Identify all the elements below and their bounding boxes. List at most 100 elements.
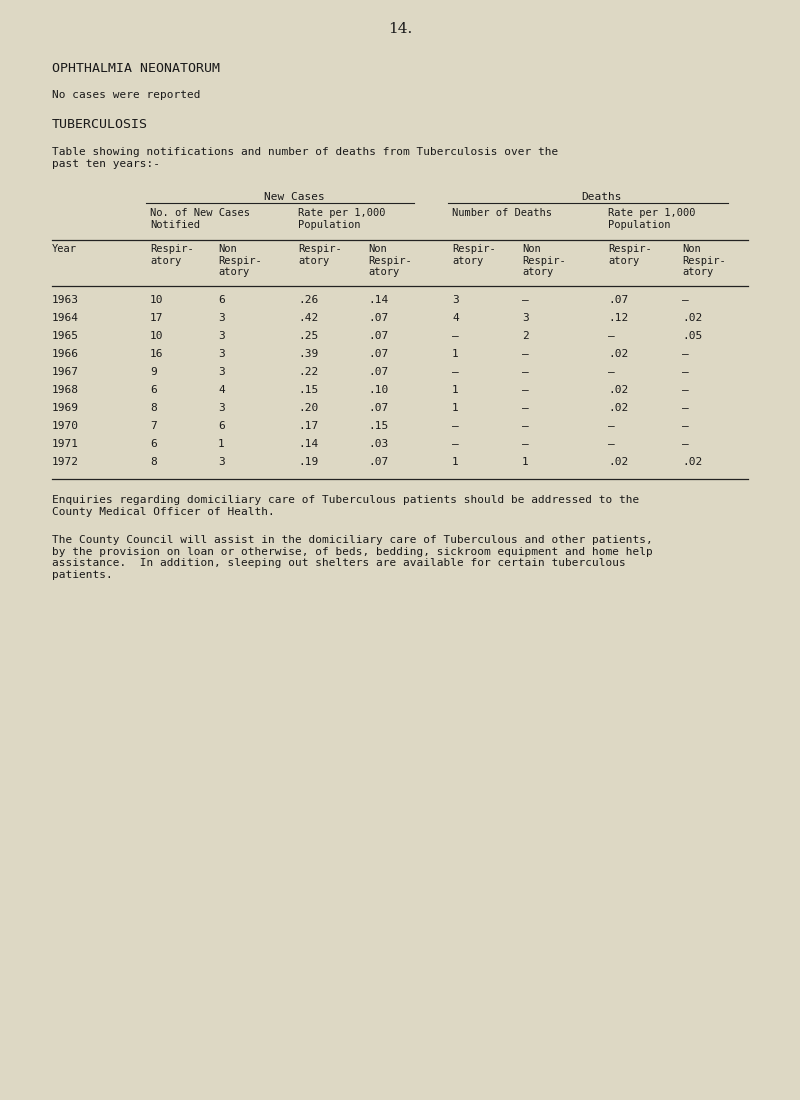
Text: Deaths: Deaths (582, 192, 622, 202)
Text: 8: 8 (150, 456, 157, 468)
Text: Respir-
atory: Respir- atory (150, 244, 194, 265)
Text: 14.: 14. (388, 22, 412, 36)
Text: Respir-
atory: Respir- atory (608, 244, 652, 265)
Text: 1969: 1969 (52, 403, 79, 412)
Text: .02: .02 (608, 403, 628, 412)
Text: .20: .20 (298, 403, 318, 412)
Text: .15: .15 (368, 421, 388, 431)
Text: 6: 6 (218, 295, 225, 305)
Text: 6: 6 (150, 439, 157, 449)
Text: Enquiries regarding domiciliary care of Tuberculous patients should be addressed: Enquiries regarding domiciliary care of … (52, 495, 639, 517)
Text: 1: 1 (522, 456, 529, 468)
Text: No. of New Cases
Notified: No. of New Cases Notified (150, 208, 250, 230)
Text: .02: .02 (682, 314, 702, 323)
Text: 3: 3 (218, 331, 225, 341)
Text: 1963: 1963 (52, 295, 79, 305)
Text: 4: 4 (452, 314, 458, 323)
Text: .42: .42 (298, 314, 318, 323)
Text: .07: .07 (368, 331, 388, 341)
Text: —: — (522, 349, 529, 359)
Text: 7: 7 (150, 421, 157, 431)
Text: —: — (452, 439, 458, 449)
Text: .02: .02 (608, 456, 628, 468)
Text: 3: 3 (218, 367, 225, 377)
Text: 1: 1 (218, 439, 225, 449)
Text: .25: .25 (298, 331, 318, 341)
Text: .05: .05 (682, 331, 702, 341)
Text: .07: .07 (368, 456, 388, 468)
Text: 1965: 1965 (52, 331, 79, 341)
Text: Number of Deaths: Number of Deaths (452, 208, 552, 218)
Text: 6: 6 (218, 421, 225, 431)
Text: —: — (682, 421, 689, 431)
Text: .39: .39 (298, 349, 318, 359)
Text: Year: Year (52, 244, 77, 254)
Text: —: — (522, 421, 529, 431)
Text: 1971: 1971 (52, 439, 79, 449)
Text: 4: 4 (218, 385, 225, 395)
Text: .14: .14 (368, 295, 388, 305)
Text: Rate per 1,000
Population: Rate per 1,000 Population (608, 208, 695, 230)
Text: The County Council will assist in the domiciliary care of Tuberculous and other : The County Council will assist in the do… (52, 535, 653, 580)
Text: 3: 3 (218, 349, 225, 359)
Text: 1967: 1967 (52, 367, 79, 377)
Text: .19: .19 (298, 456, 318, 468)
Text: —: — (608, 439, 614, 449)
Text: —: — (682, 349, 689, 359)
Text: 8: 8 (150, 403, 157, 412)
Text: 3: 3 (218, 403, 225, 412)
Text: .02: .02 (608, 349, 628, 359)
Text: .02: .02 (608, 385, 628, 395)
Text: 1: 1 (452, 349, 458, 359)
Text: 1: 1 (452, 403, 458, 412)
Text: Respir-
atory: Respir- atory (452, 244, 496, 265)
Text: —: — (522, 403, 529, 412)
Text: .26: .26 (298, 295, 318, 305)
Text: 3: 3 (522, 314, 529, 323)
Text: Table showing notifications and number of deaths from Tuberculosis over the
past: Table showing notifications and number o… (52, 147, 558, 168)
Text: Rate per 1,000
Population: Rate per 1,000 Population (298, 208, 386, 230)
Text: Non
Respir-
atory: Non Respir- atory (682, 244, 726, 277)
Text: .07: .07 (368, 314, 388, 323)
Text: 10: 10 (150, 331, 163, 341)
Text: .12: .12 (608, 314, 628, 323)
Text: —: — (608, 331, 614, 341)
Text: 1964: 1964 (52, 314, 79, 323)
Text: .07: .07 (368, 403, 388, 412)
Text: Respir-
atory: Respir- atory (298, 244, 342, 265)
Text: 2: 2 (522, 331, 529, 341)
Text: 1966: 1966 (52, 349, 79, 359)
Text: —: — (682, 295, 689, 305)
Text: .15: .15 (298, 385, 318, 395)
Text: 16: 16 (150, 349, 163, 359)
Text: Non
Respir-
atory: Non Respir- atory (218, 244, 262, 277)
Text: —: — (452, 421, 458, 431)
Text: 3: 3 (218, 314, 225, 323)
Text: .14: .14 (298, 439, 318, 449)
Text: .07: .07 (608, 295, 628, 305)
Text: 1: 1 (452, 385, 458, 395)
Text: 6: 6 (150, 385, 157, 395)
Text: .03: .03 (368, 439, 388, 449)
Text: Non
Respir-
atory: Non Respir- atory (368, 244, 412, 277)
Text: —: — (682, 439, 689, 449)
Text: Non
Respir-
atory: Non Respir- atory (522, 244, 566, 277)
Text: —: — (682, 403, 689, 412)
Text: .17: .17 (298, 421, 318, 431)
Text: 17: 17 (150, 314, 163, 323)
Text: 1972: 1972 (52, 456, 79, 468)
Text: TUBERCULOSIS: TUBERCULOSIS (52, 118, 148, 131)
Text: New Cases: New Cases (264, 192, 324, 202)
Text: 9: 9 (150, 367, 157, 377)
Text: 1970: 1970 (52, 421, 79, 431)
Text: 10: 10 (150, 295, 163, 305)
Text: 3: 3 (452, 295, 458, 305)
Text: —: — (452, 331, 458, 341)
Text: —: — (522, 439, 529, 449)
Text: —: — (452, 367, 458, 377)
Text: —: — (608, 421, 614, 431)
Text: —: — (682, 367, 689, 377)
Text: No cases were reported: No cases were reported (52, 90, 201, 100)
Text: —: — (608, 367, 614, 377)
Text: 3: 3 (218, 456, 225, 468)
